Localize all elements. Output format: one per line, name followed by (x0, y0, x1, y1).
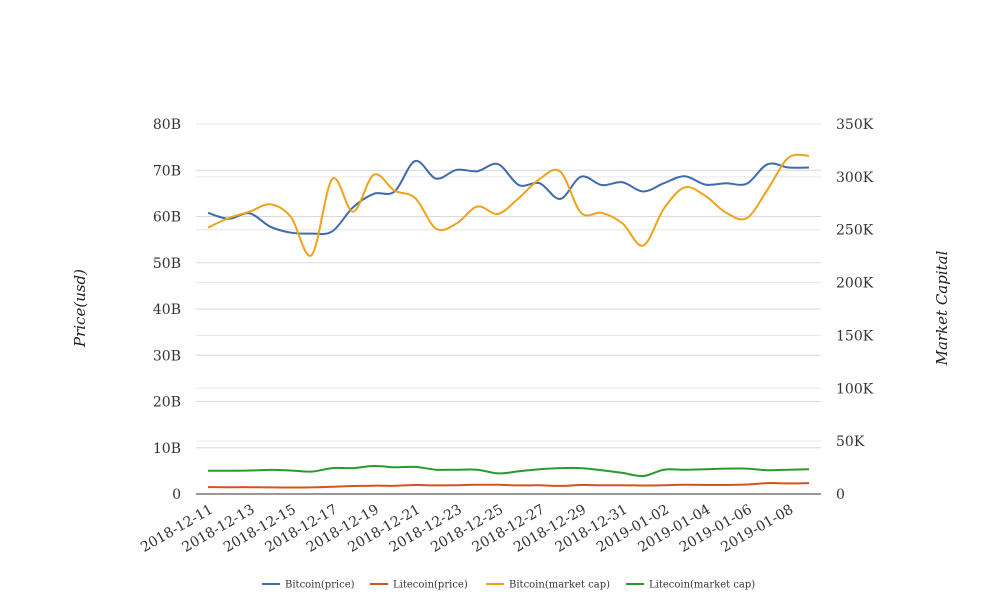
grid (196, 123, 821, 495)
axes: 0 10B 20B 30B 40B 50B 60B 70B 80B 0 50K 100K 150K 200… (138, 117, 874, 556)
series-line-bitcoin-market-cap (207, 153, 810, 257)
legend-label-litecoin-market-cap: Litecoin(market cap) (649, 580, 755, 591)
y-tick-label: 60B (153, 210, 181, 226)
y-tick-label: 20B (153, 395, 181, 411)
y-tick-label: 80B (153, 117, 181, 133)
legend-label-litecoin-price: Litecoin(price) (393, 580, 468, 591)
series-lines (207, 153, 810, 489)
y2-tick-label: 50K (836, 434, 865, 450)
y2-tick-label: 250K (836, 223, 874, 239)
legend-label-bitcoin-market-cap: Bitcoin(market cap) (509, 580, 610, 591)
y-axis-title: Price(usd) (71, 269, 89, 348)
series-line-litecoin-price (207, 482, 810, 489)
y-tick-label: 30B (153, 348, 181, 364)
y2-tick-label: 0 (836, 487, 845, 503)
y-tick-label: 0 (172, 487, 181, 503)
series-line-litecoin-market-cap (207, 464, 810, 478)
legend-label-bitcoin-price: Bitcoin(price) (285, 580, 355, 591)
legend: Bitcoin(price) Litecoin(price) Bitcoin(mar… (262, 580, 755, 591)
y2-tick-label: 300K (836, 170, 874, 186)
y-tick-label: 40B (153, 302, 181, 318)
y2-tick-label: 100K (836, 381, 874, 397)
y-tick-label: 70B (153, 163, 181, 179)
series-line-bitcoin-price (207, 159, 810, 236)
y2-axis-title: Market Capital (933, 250, 951, 366)
y-tick-label: 10B (153, 441, 181, 457)
y-tick-label: 50B (153, 256, 181, 272)
y2-tick-label: 150K (836, 328, 874, 344)
y2-tick-label: 200K (836, 276, 874, 292)
y2-tick-label: 350K (836, 117, 874, 133)
